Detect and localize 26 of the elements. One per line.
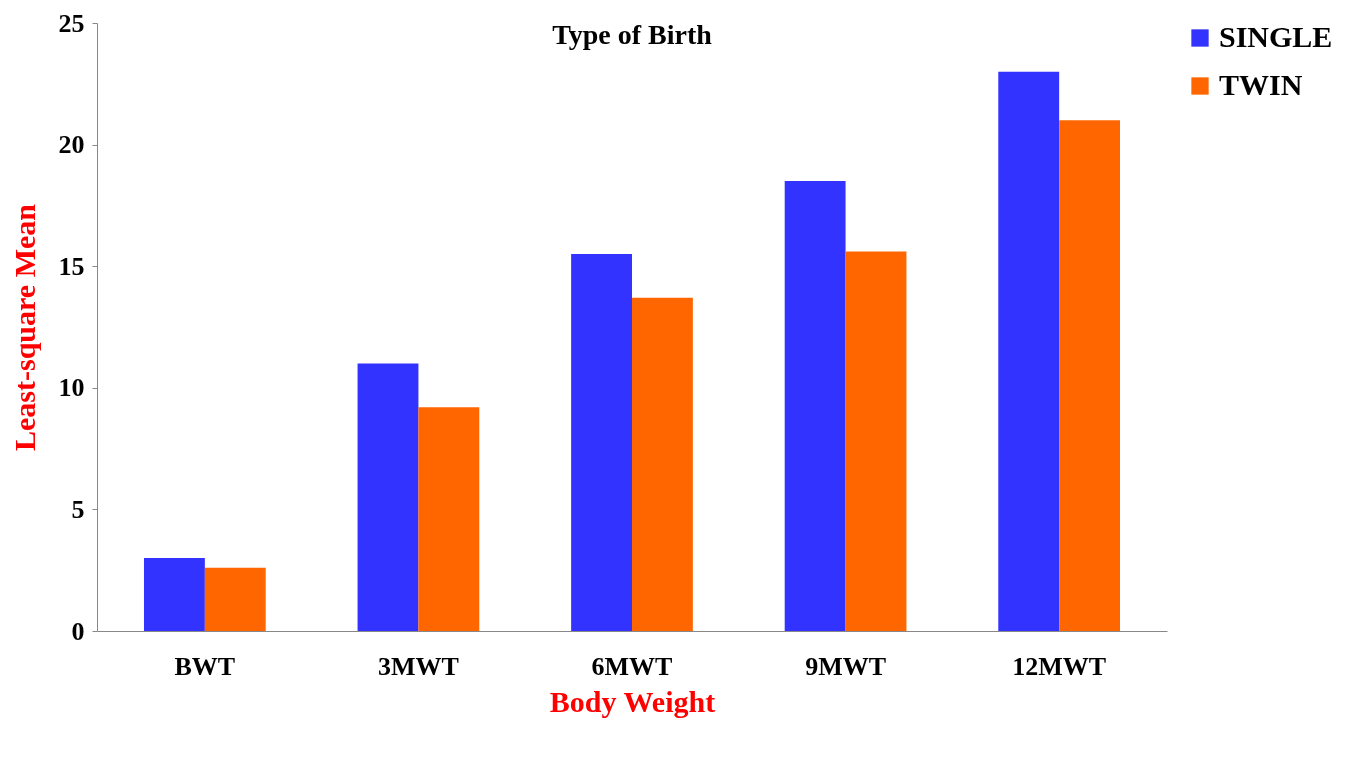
bar: [418, 407, 480, 631]
y-tick-label: 5: [71, 494, 85, 524]
legend-label: TWIN: [1219, 68, 1303, 101]
x-tick-label: 3MWT: [377, 651, 459, 681]
y-tick-label: 20: [58, 130, 85, 160]
x-tick-label: 6MWT: [591, 651, 673, 681]
y-tick-label: 10: [58, 373, 85, 403]
y-tick-label: 25: [58, 8, 85, 38]
bar: [204, 567, 266, 631]
legend-label: SINGLE: [1219, 20, 1333, 53]
chart-title: Type of Birth: [552, 19, 713, 50]
bar: [632, 297, 693, 631]
x-tick-label: 12MWT: [1012, 651, 1107, 681]
bar: [998, 71, 1060, 631]
y-axis-title: Least-square Mean: [7, 203, 41, 451]
bar: [357, 363, 419, 631]
bar: [784, 181, 846, 631]
y-tick-label: 0: [71, 616, 85, 646]
x-tick-label: BWT: [174, 651, 236, 681]
bar: [845, 251, 907, 631]
y-tick-label: 15: [58, 251, 85, 281]
bar: [571, 254, 632, 631]
x-tick-label: 9MWT: [805, 651, 887, 681]
x-axis-title: Body Weight: [549, 684, 716, 718]
bar: [143, 558, 205, 631]
bar: [1059, 120, 1121, 631]
